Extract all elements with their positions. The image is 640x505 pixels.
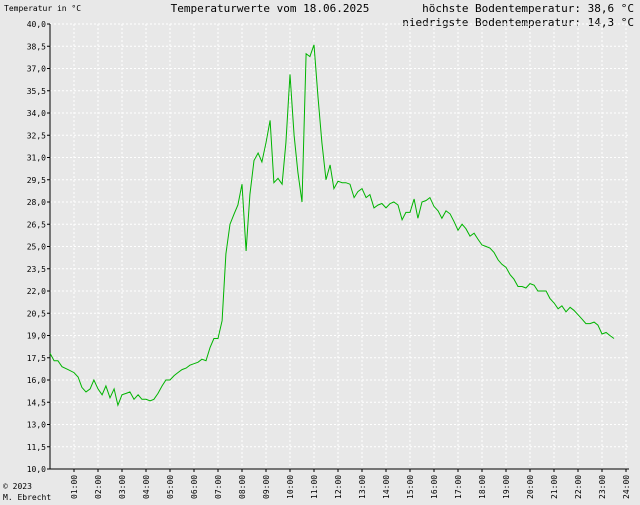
y-tick-label: 17,5 xyxy=(27,354,46,363)
x-tick-label: 21:00 xyxy=(550,475,559,499)
y-tick-label: 34,0 xyxy=(27,109,46,118)
x-tick-label: 05:00 xyxy=(166,475,175,499)
y-tick-label: 14,5 xyxy=(27,398,46,407)
y-tick-label: 16,0 xyxy=(27,376,46,385)
x-tick-label: 07:00 xyxy=(214,475,223,499)
x-tick-label: 19:00 xyxy=(502,475,511,499)
copyright-year: © 2023 xyxy=(3,482,32,491)
x-tick-label: 18:00 xyxy=(478,475,487,499)
y-tick-label: 25,0 xyxy=(27,243,46,252)
y-tick-label: 40,0 xyxy=(27,20,46,29)
y-tick-label: 29,5 xyxy=(27,176,46,185)
x-tick-label: 11:00 xyxy=(310,475,319,499)
y-tick-label: 32,5 xyxy=(27,131,46,140)
x-tick-label: 04:00 xyxy=(142,475,151,499)
x-tick-label: 23:00 xyxy=(598,475,607,499)
y-tick-label: 19,0 xyxy=(27,332,46,341)
x-tick-label: 10:00 xyxy=(286,475,295,499)
y-tick-label: 23,5 xyxy=(27,265,46,274)
chart-title: Temperaturwerte vom 18.06.2025 xyxy=(171,2,370,15)
y-tick-label: 13,0 xyxy=(27,421,46,430)
y-tick-label: 26,5 xyxy=(27,220,46,229)
x-tick-label: 15:00 xyxy=(406,475,415,499)
y-tick-label: 20,5 xyxy=(27,309,46,318)
y-tick-label: 28,0 xyxy=(27,198,46,207)
x-tick-label: 06:00 xyxy=(190,475,199,499)
x-tick-label: 03:00 xyxy=(118,475,127,499)
y-tick-label: 38,5 xyxy=(27,42,46,51)
max-temperature-label: höchste Bodentemperatur: 38,6 °C xyxy=(422,2,634,15)
y-tick-label: 10,0 xyxy=(27,465,46,474)
x-tick-label: 24:00 xyxy=(622,475,631,499)
copyright-author: M. Ebrecht xyxy=(3,493,51,502)
x-tick-label: 17:00 xyxy=(454,475,463,499)
y-tick-label: 35,5 xyxy=(27,87,46,96)
y-tick-label: 11,5 xyxy=(27,443,46,452)
x-tick-label: 08:00 xyxy=(238,475,247,499)
y-axis-label: Temperatur in °C xyxy=(4,4,81,13)
x-tick-label: 22:00 xyxy=(574,475,583,499)
x-tick-label: 14:00 xyxy=(382,475,391,499)
temperature-series-line xyxy=(49,44,615,407)
x-tick-label: 09:00 xyxy=(262,475,271,499)
min-temperature-label: niedrigste Bodentemperatur: 14,3 °C xyxy=(402,16,634,29)
x-tick-label: 01:00 xyxy=(70,475,79,499)
y-ticks: 10,0 11,5 13,0 14,5 16,0 17,5 19,0 20,5 22,0 23,5… xyxy=(27,20,50,474)
x-tick-label: 02:00 xyxy=(94,475,103,499)
x-ticks: 01:00 02:00 03:00 04:00 05:00 06:00 07:00 08:00… xyxy=(70,469,631,499)
y-tick-label: 37,0 xyxy=(27,65,46,74)
x-tick-label: 13:00 xyxy=(358,475,367,499)
y-tick-label: 22,0 xyxy=(27,287,46,296)
grid xyxy=(50,23,629,469)
x-tick-label: 20:00 xyxy=(526,475,535,499)
y-tick-label: 31,0 xyxy=(27,154,46,163)
series xyxy=(49,44,615,407)
x-tick-label: 12:00 xyxy=(334,475,343,499)
x-tick-label: 16:00 xyxy=(430,475,439,499)
